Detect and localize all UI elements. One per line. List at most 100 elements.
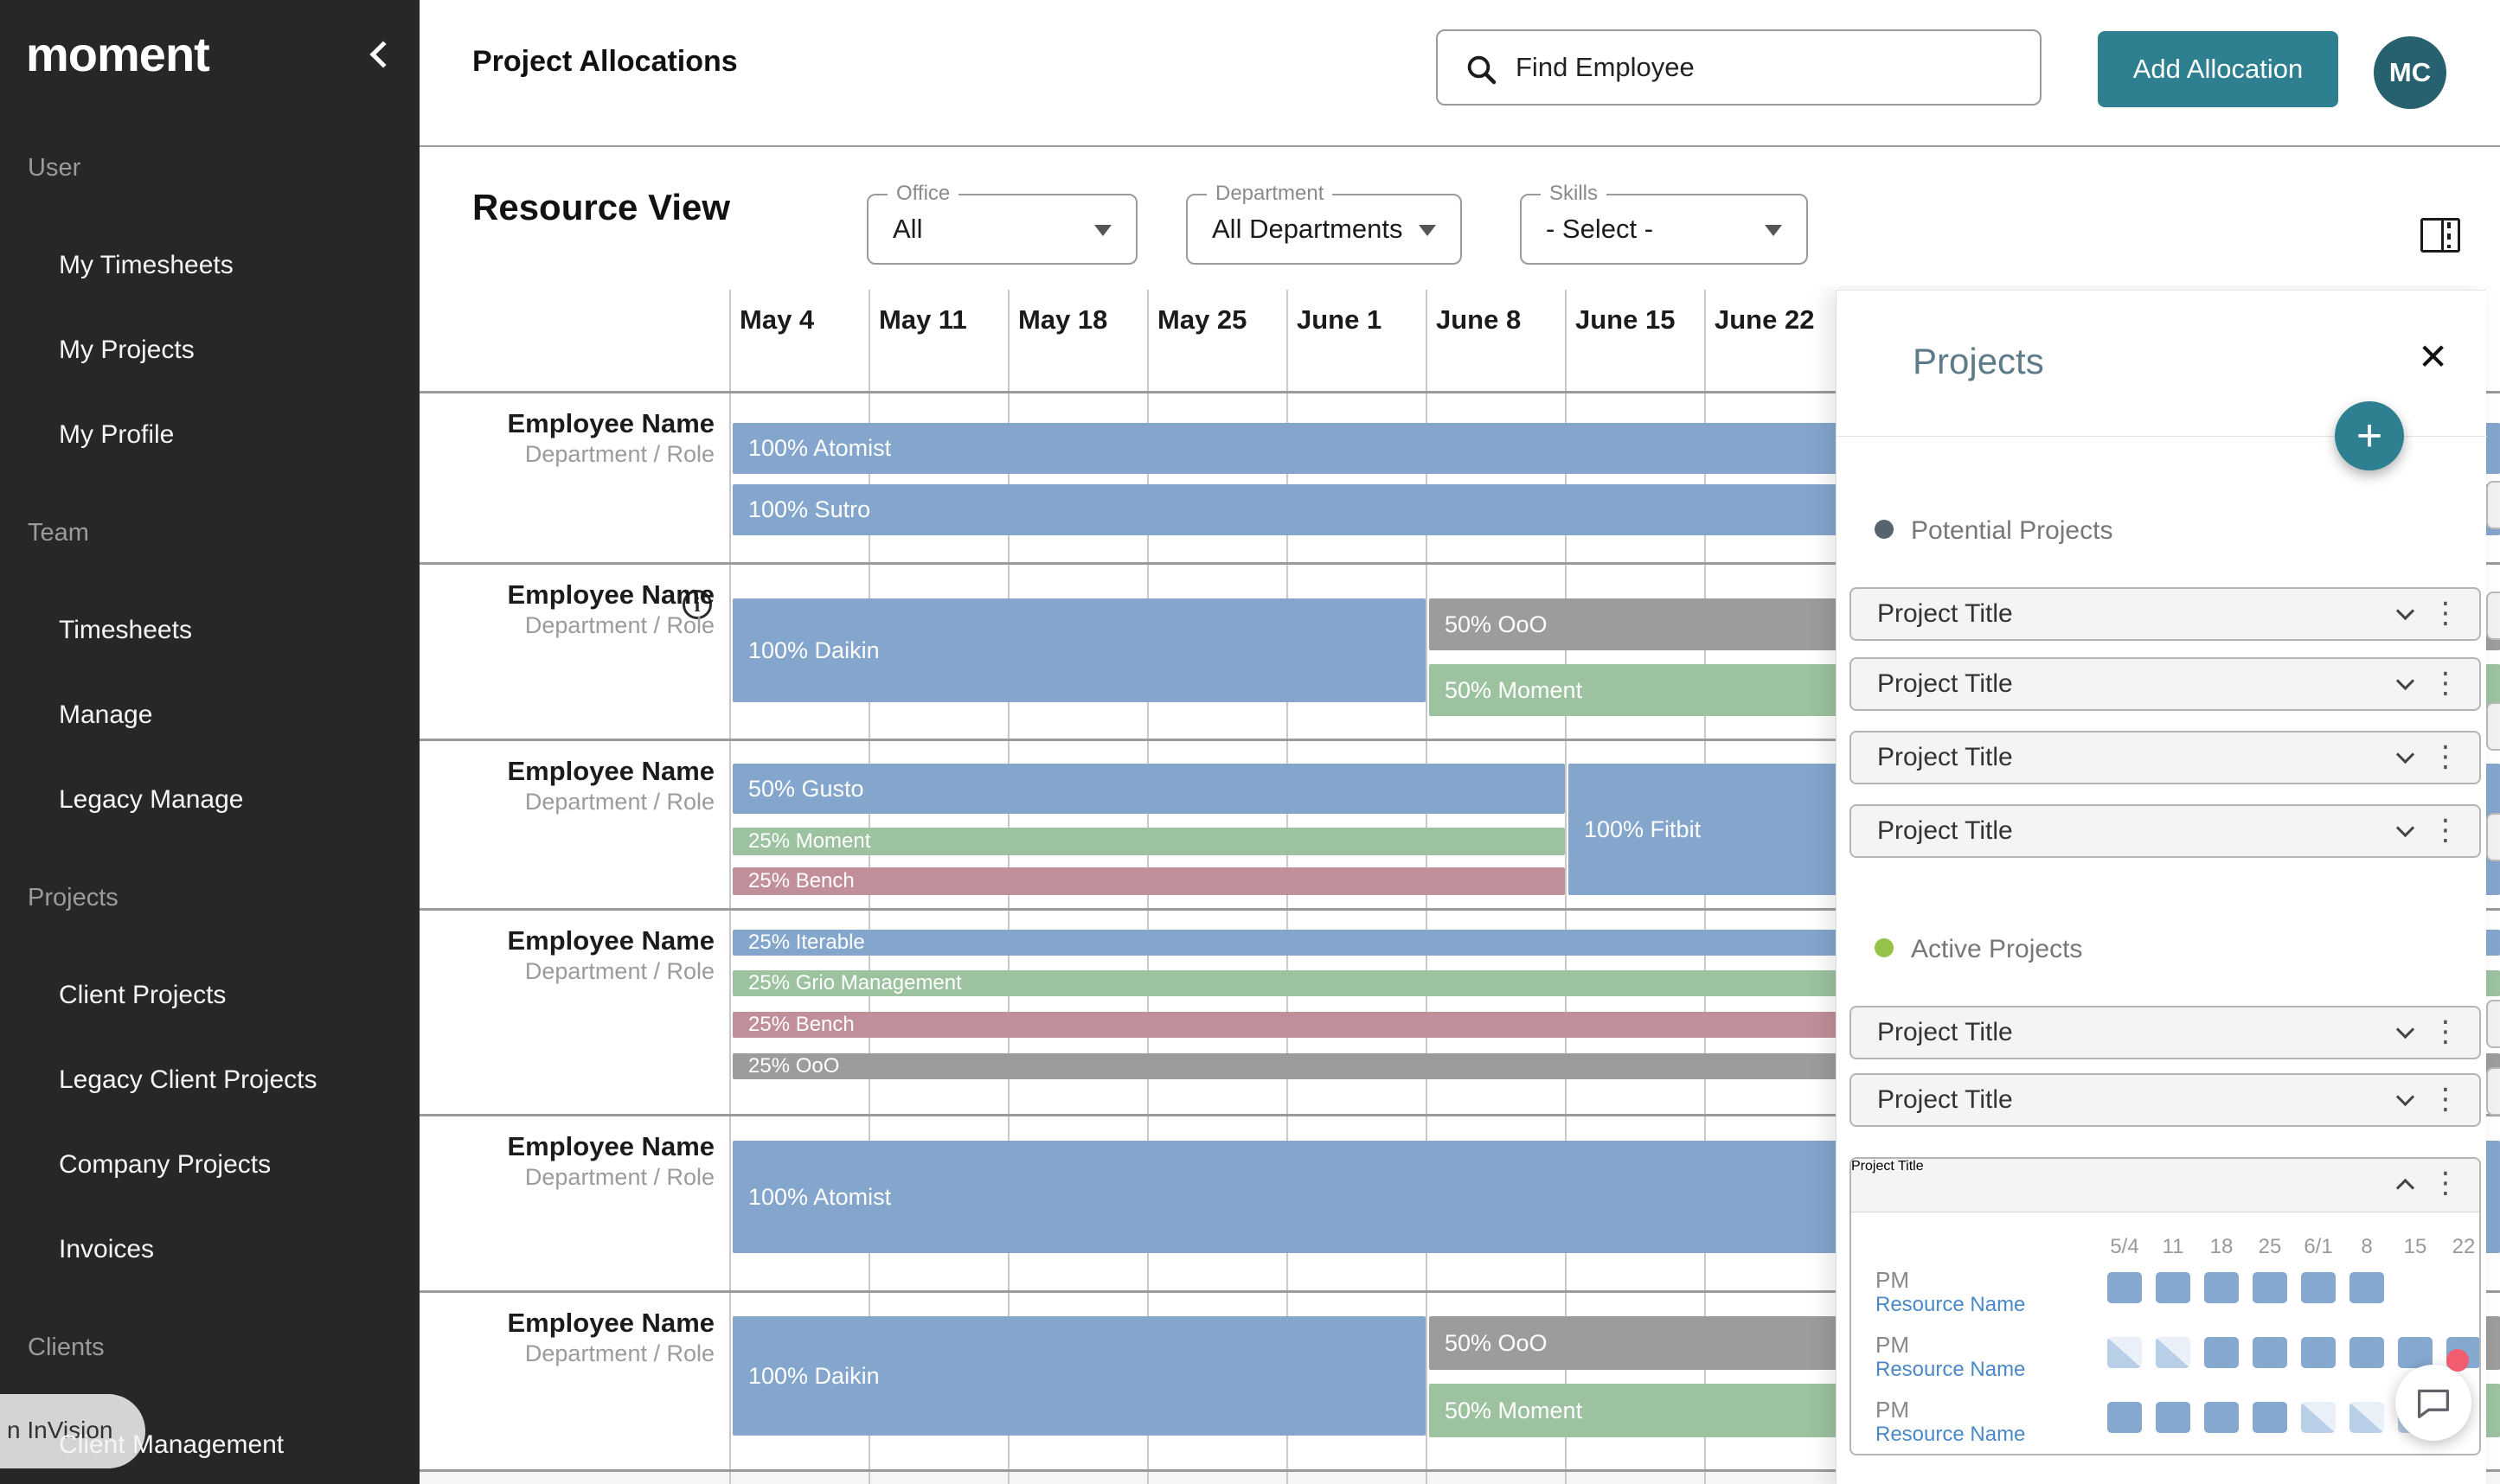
avatar[interactable]: MC: [2374, 36, 2446, 109]
sidebar-section-clients: Clients: [28, 1334, 105, 1361]
employee-department-role: Department / Role: [524, 958, 715, 984]
sidebar-item-client-management[interactable]: Client Management: [59, 1430, 285, 1459]
section-label: Potential Projects: [1911, 516, 2113, 545]
project-title: Project Title: [1877, 743, 2013, 771]
filter-label: Skills: [1541, 182, 1607, 206]
allocation-bar[interactable]: 25% Moment: [733, 828, 1565, 855]
week-gridline: [1565, 290, 1567, 1484]
search-icon: [1467, 55, 1497, 85]
project-card-expanded: Project Title ⋮ 5/4 11 18 25 6/1 8 15 22 PM Resou…: [1849, 1157, 2481, 1455]
allocation-bar[interactable]: 100% Daikin: [733, 1316, 1426, 1436]
week-label: May 11: [879, 304, 967, 335]
invision-badge-label: n InVision: [7, 1417, 113, 1443]
project-card-header[interactable]: Project Title ⋮: [1851, 1159, 2479, 1212]
sidebar-item-my-timesheets[interactable]: My Timesheets: [59, 251, 234, 279]
resource-name-link[interactable]: Resource Name: [1875, 1423, 2026, 1446]
filter-skills[interactable]: Skills - Select -: [1520, 182, 1808, 265]
filter-label: Office: [888, 182, 959, 206]
kebab-menu-icon[interactable]: ⋮: [2431, 740, 2460, 773]
sidebar-item-my-profile[interactable]: My Profile: [59, 420, 175, 449]
kebab-menu-icon[interactable]: ⋮: [2431, 1015, 2460, 1048]
filter-label: Department: [1207, 182, 1333, 206]
project-card[interactable]: Project Title ⋮: [1849, 731, 2481, 784]
panel-toggle-icon[interactable]: [2420, 218, 2460, 253]
sidebar-item-legacy-manage[interactable]: Legacy Manage: [59, 785, 244, 814]
add-allocation-button[interactable]: Add Allocation: [2098, 31, 2338, 107]
project-title: Project Title: [1877, 669, 2013, 698]
kebab-menu-icon[interactable]: ⋮: [2431, 814, 2460, 847]
info-icon[interactable]: i: [683, 590, 712, 619]
project-card[interactable]: Project Title ⋮: [1849, 804, 2481, 858]
add-project-button[interactable]: +: [2335, 401, 2404, 470]
mini-week-label: 25: [2258, 1235, 2282, 1258]
close-icon[interactable]: ✕: [2418, 336, 2449, 377]
allocation-cell-full: [2253, 1272, 2287, 1303]
allocation-cell-full: [2204, 1402, 2239, 1433]
resource-name-link[interactable]: Resource Name: [1875, 1358, 2026, 1381]
kebab-menu-icon[interactable]: ⋮: [2431, 1083, 2460, 1116]
page-title: Project Allocations: [472, 45, 738, 78]
chevron-down-icon: [2395, 601, 2415, 621]
allocation-cell-full: [2349, 1337, 2384, 1368]
filter-department[interactable]: Department All Departments: [1186, 182, 1462, 265]
row-separator: [420, 739, 2500, 741]
employee-department-role: Department / Role: [524, 612, 715, 638]
filter-value: All Departments: [1212, 214, 1403, 244]
filter-office[interactable]: Office All: [867, 182, 1138, 265]
sidebar-item-timesheets[interactable]: Timesheets: [59, 616, 192, 644]
allocation-bar[interactable]: 100% Daikin: [733, 598, 1426, 702]
project-title: Project Title: [1877, 599, 2013, 628]
sidebar-section-user: User: [28, 154, 81, 182]
project-title: Project Title: [1877, 816, 2013, 845]
sidebar-collapse-icon[interactable]: [369, 41, 397, 68]
employee-department-role: Department / Role: [524, 1164, 715, 1190]
row-separator: [420, 908, 2500, 911]
row-separator: [420, 1114, 2500, 1116]
sidebar-item-my-projects[interactable]: My Projects: [59, 336, 195, 364]
kebab-menu-icon[interactable]: ⋮: [2431, 667, 2460, 700]
allocation-cell-partial: [2349, 1402, 2384, 1433]
chevron-down-icon: [2395, 745, 2415, 764]
top-header: Project Allocations Add Allocation MC: [420, 0, 2500, 147]
view-title: Resource View: [472, 187, 731, 227]
search-input[interactable]: [1516, 33, 2026, 102]
mini-week-label: 18: [2209, 1235, 2234, 1258]
allocation-cell-full: [2204, 1272, 2239, 1303]
invision-badge[interactable]: n InVision: [0, 1394, 145, 1468]
allocation-bar[interactable]: 25% Bench: [733, 867, 1565, 895]
allocation-cell-full: [2253, 1337, 2287, 1368]
employee-search[interactable]: [1436, 29, 2042, 106]
sidebar-item-legacy-client-projects[interactable]: Legacy Client Projects: [59, 1065, 317, 1094]
sidebar-item-invoices[interactable]: Invoices: [59, 1235, 155, 1263]
mini-week-label: 5/4: [2110, 1235, 2139, 1258]
mini-week-label: 22: [2452, 1235, 2476, 1258]
chevron-down-icon: [2395, 818, 2415, 838]
card-fragment: [2486, 481, 2500, 529]
week-label: June 1: [1297, 304, 1382, 335]
allocation-cell-full: [2107, 1402, 2142, 1433]
sidebar-item-manage[interactable]: Manage: [59, 700, 153, 729]
project-card[interactable]: Project Title ⋮: [1849, 587, 2481, 641]
employee-name: Employee Name: [507, 1308, 715, 1338]
week-gridline: [729, 290, 731, 1484]
panel-divider: [1837, 436, 2487, 437]
week-label: June 8: [1436, 304, 1522, 335]
project-card[interactable]: Project Title ⋮: [1849, 1073, 2481, 1127]
sidebar-item-company-projects[interactable]: Company Projects: [59, 1150, 272, 1179]
chat-button[interactable]: [2395, 1365, 2471, 1441]
project-card[interactable]: Project Title ⋮: [1849, 1006, 2481, 1059]
allocation-cell-full: [2301, 1272, 2336, 1303]
employee-department-role: Department / Role: [524, 441, 715, 467]
kebab-menu-icon[interactable]: ⋮: [2431, 597, 2460, 630]
chevron-down-icon: [2395, 1020, 2415, 1039]
allocation-cell-full: [2398, 1337, 2433, 1368]
project-card[interactable]: Project Title ⋮: [1849, 657, 2481, 711]
resource-name-link[interactable]: Resource Name: [1875, 1293, 2026, 1316]
mini-week-label: 8: [2361, 1235, 2373, 1258]
employee-name: Employee Name: [507, 756, 715, 786]
allocation-bar[interactable]: 50% Gusto: [733, 764, 1565, 814]
allocation-cell-partial: [2301, 1402, 2336, 1433]
resource-toolbar: Resource View Office All Department All Dep…: [420, 149, 2500, 285]
sidebar-item-client-projects[interactable]: Client Projects: [59, 981, 227, 1009]
kebab-menu-icon[interactable]: ⋮: [2431, 1167, 2460, 1199]
